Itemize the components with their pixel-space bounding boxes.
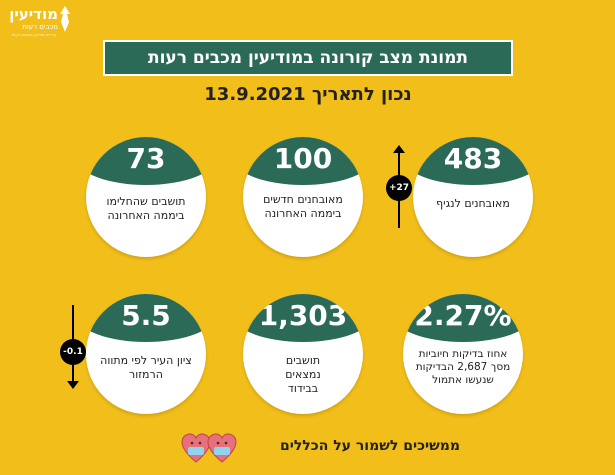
stat-value: 100 xyxy=(273,142,333,175)
stat-label: תושבים נמצאים בבידוד xyxy=(285,354,321,395)
arrow-up-icon xyxy=(393,145,405,153)
stat-label: מאובחנים לנגיף xyxy=(436,197,510,210)
stat-label: מאובחנים חדשים ביממה האחרונה xyxy=(263,193,343,220)
page-title: תמונת מצב קורונה במודיעין מכבים רעות xyxy=(103,40,513,76)
logo-line1: מודיעין xyxy=(9,5,58,23)
stat-label: אחוז בדיקות חיוביות מסך 2,687 הבדיקות שנ… xyxy=(415,348,511,386)
stat-card-diagnosed: 483 מאובחנים לנגיף xyxy=(413,137,533,257)
footer-message: ממשיכים לשמור על הכללים xyxy=(279,438,460,454)
stat-label: תושבים שהחלימו ביממה האחרונה xyxy=(106,195,186,222)
arrow-down-icon xyxy=(67,381,79,389)
stat-card-city-score: 5.5 ציון העיר לפי מתווה הרמזור xyxy=(86,294,206,414)
logo-emblem-icon xyxy=(60,6,70,32)
stat-value: 2.27% xyxy=(414,299,512,332)
change-badge: -0.1 xyxy=(60,339,86,365)
logo-line3: עיריית מודיעין מכבים רעות xyxy=(11,32,56,37)
city-logo: מודיעין מכבים רעות עיריית מודיעין מכבים … xyxy=(6,4,72,38)
logo-line2: מכבים רעות xyxy=(22,23,58,31)
stat-card-recovered: 73 תושבים שהחלימו ביממה האחרונה xyxy=(86,137,206,257)
change-badge: +27 xyxy=(386,175,412,201)
stat-card-new-diagnosed: 100 מאובחנים חדשים ביממה האחרונה xyxy=(243,137,363,257)
date-label: נכון לתאריך 13.9.2021 xyxy=(204,84,412,105)
stat-card-positive-rate: 2.27% אחוז בדיקות חיוביות מסך 2,687 הבדי… xyxy=(403,294,523,414)
masked-hearts-icon xyxy=(181,433,237,463)
stat-value: 483 xyxy=(443,142,503,175)
stat-value: 5.5 xyxy=(121,299,171,332)
stat-value: 73 xyxy=(126,142,166,175)
stat-label: ציון העיר לפי מתווה הרמזור xyxy=(100,354,192,381)
stat-card-isolation: 1,303 תושבים נמצאים בבידוד xyxy=(243,294,363,414)
stat-value: 1,303 xyxy=(258,299,348,332)
